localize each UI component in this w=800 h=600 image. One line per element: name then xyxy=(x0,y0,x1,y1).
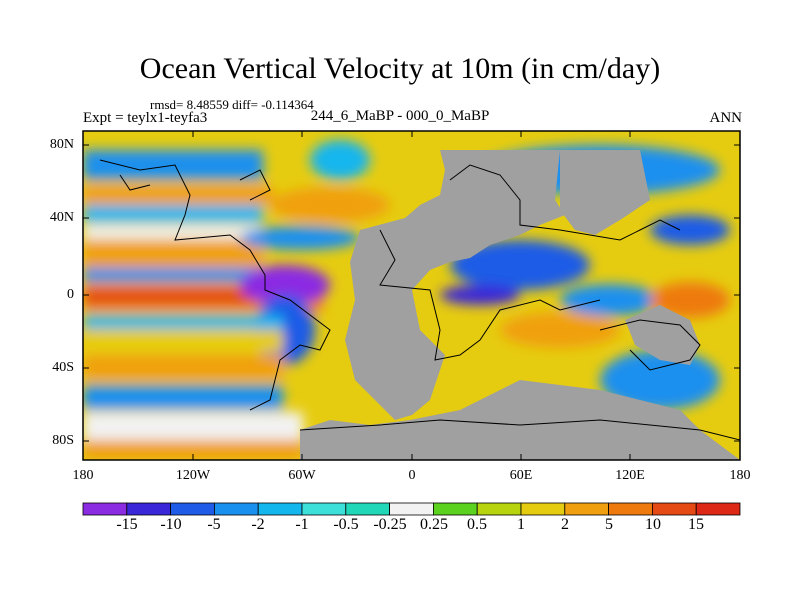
plot-title: Ocean Vertical Velocity at 10m (in cm/da… xyxy=(139,52,661,85)
season-label: ANN xyxy=(709,110,743,126)
colorbar-label: -5 xyxy=(207,516,221,533)
colorbar-swatch xyxy=(652,502,697,516)
field-eq-red xyxy=(83,292,323,302)
colorbar-swatch xyxy=(389,502,434,516)
lat-label-80n: 80N xyxy=(49,137,74,152)
lat-label-40s: 40S xyxy=(52,360,74,375)
field-io-purple xyxy=(440,285,520,305)
field-sp-orange xyxy=(83,355,283,380)
field-io-blue xyxy=(450,240,590,290)
stats-text: rmsd= 8.48559 diff= -0.114364 xyxy=(150,97,314,112)
field-sp-cyan xyxy=(83,315,283,329)
colorbar-swatch xyxy=(301,502,347,516)
field-mc-blue xyxy=(560,284,660,316)
lon-label-120e: 120E xyxy=(615,468,645,483)
colorbar-swatch xyxy=(608,502,653,516)
colorbar-label: -0.5 xyxy=(333,516,359,533)
field-np-cyan xyxy=(83,205,263,223)
field-nwp-blue xyxy=(650,215,730,245)
colorbar-swatch xyxy=(126,502,172,516)
field-sio-orange xyxy=(500,312,620,348)
colorbar-label: 5 xyxy=(605,516,613,533)
colorbar-label: -1 xyxy=(295,516,309,533)
lon-label-180e: 180 xyxy=(729,468,751,483)
lon-label-180w: 180 xyxy=(72,468,94,483)
land-masses xyxy=(300,150,740,460)
colorbar-swatch xyxy=(520,502,566,516)
colorbar-label: 1 xyxy=(517,516,525,533)
colorbar-label: -0.25 xyxy=(373,516,407,533)
field-sp-yellow xyxy=(83,330,283,352)
colorbar-label: 0.5 xyxy=(467,516,487,533)
field-so-orange xyxy=(83,440,303,460)
velocity-field xyxy=(83,131,740,460)
lat-label-0: 0 xyxy=(67,287,74,302)
lat-label-80s: 80S xyxy=(52,433,74,448)
field-epac-purple xyxy=(240,265,330,305)
colorbar-swatch xyxy=(695,502,741,516)
coastlines xyxy=(99,159,740,441)
lon-label-60e: 60E xyxy=(509,468,533,483)
subtitle: 244_6_MaBP - 000_0_MaBP xyxy=(310,108,490,124)
colorbar-swatch xyxy=(432,502,478,516)
field-wp-orange xyxy=(650,282,730,318)
field-natl-blue xyxy=(240,226,360,250)
land-central xyxy=(345,150,565,420)
colorbar-swatch xyxy=(476,502,522,516)
lat-label-40n: 40N xyxy=(49,210,74,225)
colorbar-swatch xyxy=(564,502,609,516)
field-np-orange xyxy=(83,185,273,205)
colorbar-label: -10 xyxy=(160,516,182,533)
field-so-white xyxy=(83,412,303,442)
colorbar-label: 0.25 xyxy=(420,516,448,533)
land-south xyxy=(300,380,740,460)
colorbar-swatch xyxy=(345,502,390,516)
colorbar-swatch xyxy=(170,502,215,516)
colorbar-swatch xyxy=(82,502,128,516)
axis-ticks xyxy=(83,131,740,460)
field-eq-orange xyxy=(83,284,323,294)
field-np-blue2 xyxy=(83,268,263,282)
lon-label-120w: 120W xyxy=(175,468,211,483)
colorbar-label: 10 xyxy=(645,516,661,533)
lon-label-60w: 60W xyxy=(288,468,316,483)
field-np-white xyxy=(83,225,263,239)
colorbar-label: 15 xyxy=(688,516,704,533)
colorbar-label: -15 xyxy=(116,516,138,533)
land-east-north xyxy=(560,150,650,235)
colorbar-label: -2 xyxy=(251,516,265,533)
field-natl-orange xyxy=(270,187,390,223)
field-so-blue xyxy=(83,385,283,410)
experiment-label: Expt = teylx1-teyfa3 xyxy=(83,110,208,126)
field-eq-orange2 xyxy=(83,301,323,311)
field-natl-cyan xyxy=(310,140,370,180)
colorbar-swatch xyxy=(213,502,259,516)
colorbar xyxy=(82,502,741,516)
lon-label-0: 0 xyxy=(408,468,416,483)
colorbar-swatch xyxy=(257,502,303,516)
field-np-orange2 xyxy=(83,240,263,270)
colorbar-label: 2 xyxy=(561,516,569,533)
